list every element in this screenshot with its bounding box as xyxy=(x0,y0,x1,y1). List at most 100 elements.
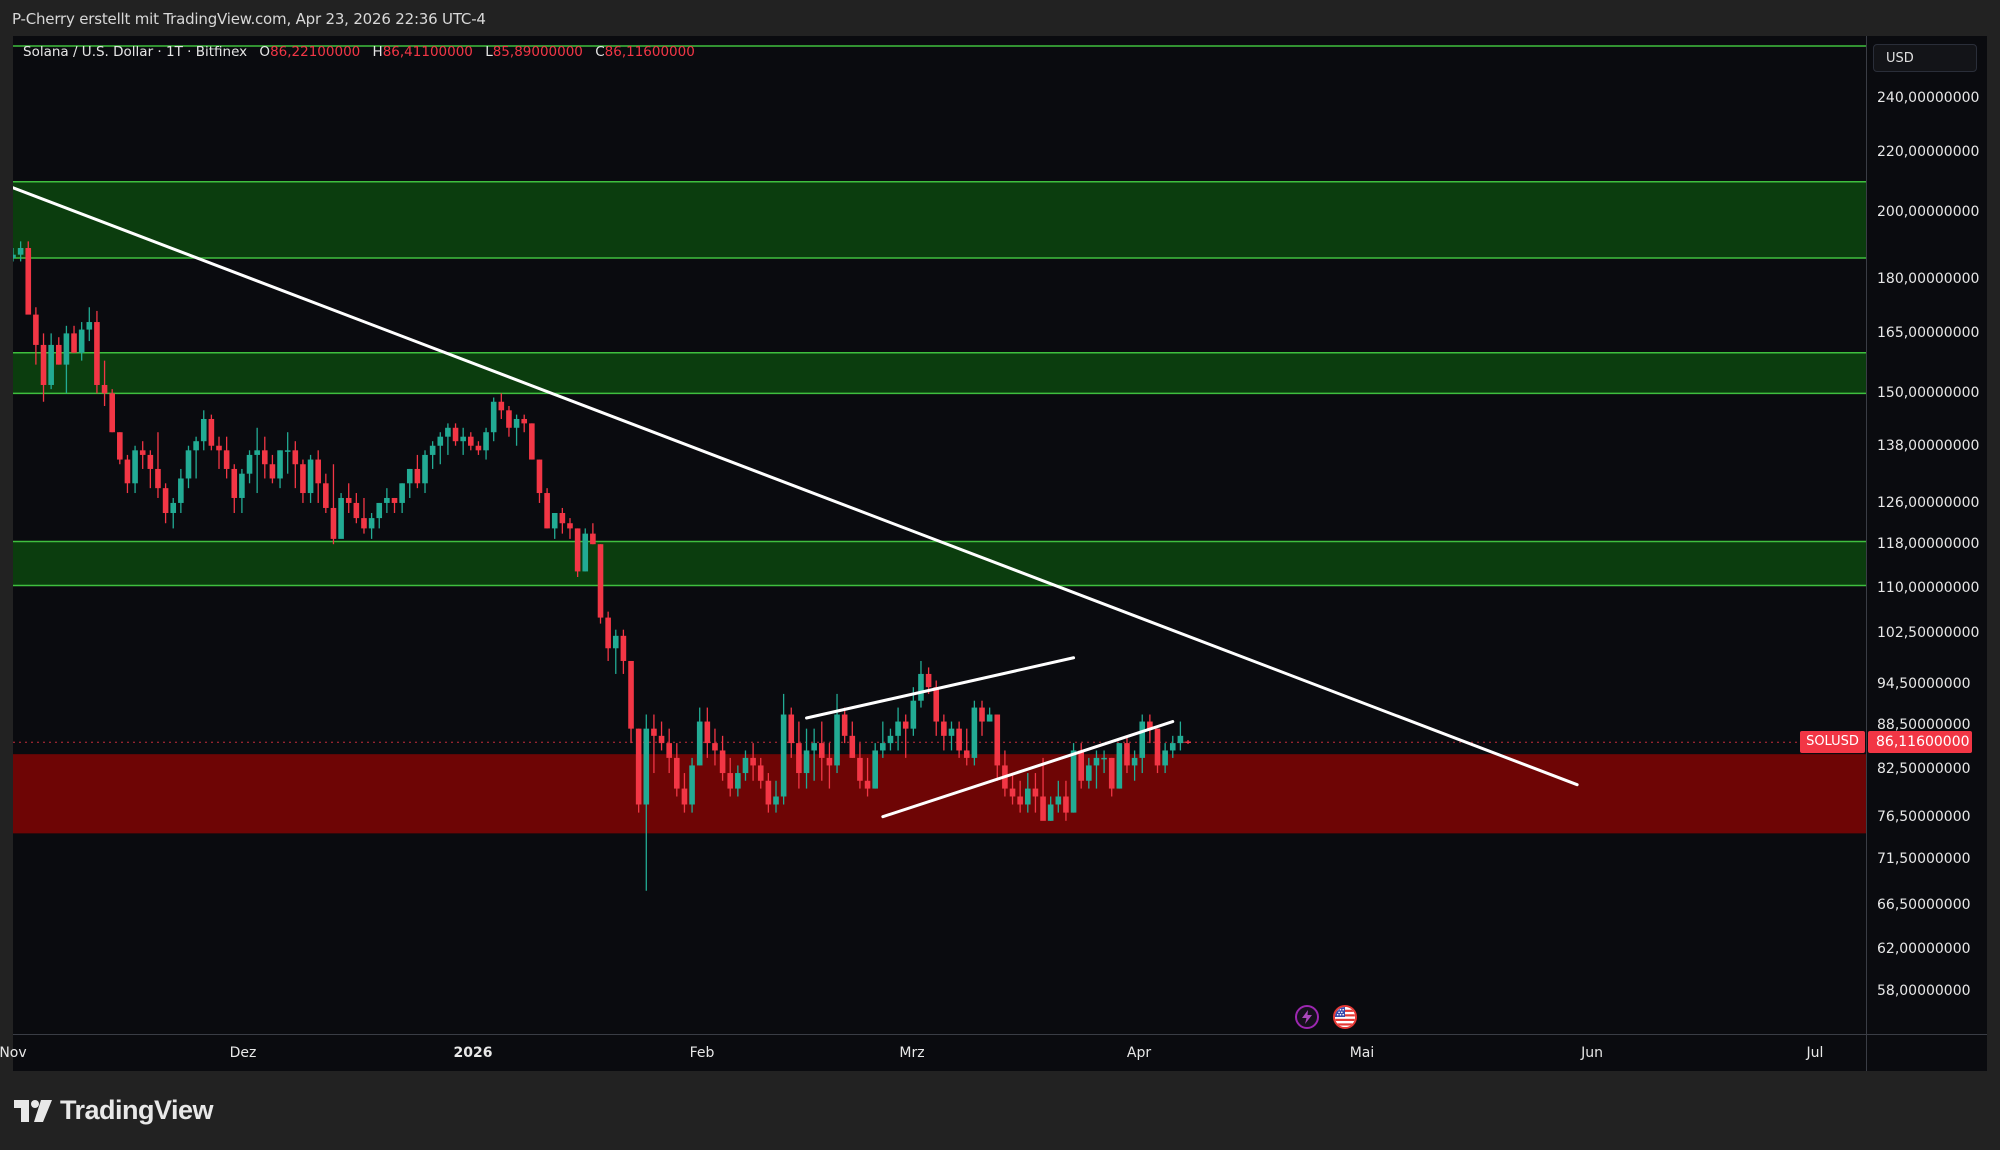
candle-body xyxy=(811,743,817,751)
candle-body xyxy=(269,464,276,479)
candle-body xyxy=(330,507,337,539)
candle-body xyxy=(277,450,283,479)
candle-body xyxy=(246,454,253,474)
time-axis[interactable]: Nov Dez 2026 Feb Mrz Apr Mai Jun Jul xyxy=(0,1034,1866,1071)
channel-lower xyxy=(881,720,1175,819)
plot-area[interactable]: Solana / U.S. Dollar · 1T · Bitfinex O86… xyxy=(13,36,1866,1034)
currency-button[interactable]: USD xyxy=(1873,44,1977,72)
candle-body xyxy=(1032,788,1039,797)
us-flag-event-icon[interactable] xyxy=(1333,1005,1357,1029)
candle-body xyxy=(307,459,314,494)
candle-body xyxy=(933,687,940,722)
candle-body xyxy=(483,432,489,451)
candle-body xyxy=(918,673,924,701)
red-demand-zone xyxy=(13,754,1866,834)
candle-body xyxy=(643,728,650,805)
candle-body xyxy=(925,673,932,688)
high-value: 86,41100000 xyxy=(382,44,473,60)
price-tick: 82,50000000 xyxy=(1877,761,1971,778)
candle-body xyxy=(666,743,672,758)
candle-body xyxy=(452,427,459,442)
candle-body xyxy=(857,757,863,781)
candle-body xyxy=(750,757,756,766)
candle-body xyxy=(880,743,886,751)
candle-body xyxy=(521,418,528,424)
candlestick-chart xyxy=(13,45,1866,891)
candle-body xyxy=(674,757,680,789)
candle-body xyxy=(1017,796,1023,805)
price-tick: 62,00000000 xyxy=(1877,940,1971,957)
candle-body xyxy=(704,721,711,744)
candle-body xyxy=(71,333,77,353)
candle-body xyxy=(1101,757,1107,760)
candle-body xyxy=(696,721,703,766)
symbol-title[interactable]: Solana / U.S. Dollar · 1T · Bitfinex xyxy=(23,44,248,60)
candle-body xyxy=(567,523,573,529)
candle-body xyxy=(597,544,604,618)
channel-upper xyxy=(805,656,1076,720)
descending-trendline xyxy=(13,186,1579,787)
price-tick: 138,00000000 xyxy=(1877,437,1980,454)
candle-body xyxy=(513,418,520,428)
candle-body xyxy=(818,743,825,758)
open-value: 86,22100000 xyxy=(270,44,361,60)
price-axis[interactable]: USD 240,00000000 220,00000000 200,00000000… xyxy=(1866,36,1987,1034)
candle-body xyxy=(574,528,581,572)
candle-body xyxy=(231,468,238,498)
candle-body xyxy=(338,497,344,539)
candle-body xyxy=(147,454,154,469)
candle-body xyxy=(727,773,734,789)
candle-body xyxy=(620,635,627,661)
candle-body xyxy=(948,728,955,736)
candle-body xyxy=(1116,743,1123,789)
open-label: O xyxy=(259,44,271,60)
low-label: L xyxy=(485,44,493,60)
candle-body xyxy=(33,314,39,345)
candle-body xyxy=(139,450,146,455)
high-label: H xyxy=(372,44,383,60)
candle-body xyxy=(162,488,169,514)
green-zone-1 xyxy=(13,352,1866,394)
tradingview-logo[interactable]: TradingView xyxy=(14,1095,214,1126)
candle-body xyxy=(261,450,268,465)
candle-body xyxy=(216,445,222,451)
candle-body xyxy=(155,468,161,489)
symbol-legend: Solana / U.S. Dollar · 1T · Bitfinex O86… xyxy=(23,44,695,60)
logo-text: TradingView xyxy=(60,1095,214,1125)
candle-body xyxy=(208,418,215,446)
candle-body xyxy=(117,432,123,460)
candle-body xyxy=(612,635,619,649)
candle-body xyxy=(445,427,451,437)
price-tick: 58,00000000 xyxy=(1877,982,1971,999)
candle-body xyxy=(895,721,901,736)
candle-body xyxy=(536,459,543,494)
candle-body xyxy=(559,513,566,524)
candle-body xyxy=(292,450,299,465)
candle-body xyxy=(78,329,85,353)
price-tick: 102,50000000 xyxy=(1877,624,1980,641)
close-label: C xyxy=(595,44,605,60)
candle-body xyxy=(582,533,589,572)
candle-body xyxy=(323,483,329,508)
candle-body xyxy=(25,247,32,315)
candle-body xyxy=(971,707,978,758)
candle-body xyxy=(719,750,726,774)
candle-body xyxy=(1169,743,1176,751)
candle-body xyxy=(1124,743,1130,766)
candle-body xyxy=(498,401,505,411)
candle-body xyxy=(1147,721,1153,729)
candle-body xyxy=(1093,757,1100,766)
candle-body xyxy=(429,445,436,455)
candle-body xyxy=(368,518,375,529)
candle-body xyxy=(1131,757,1138,766)
candle-body xyxy=(490,401,497,433)
candle-body xyxy=(384,497,390,503)
candle-body xyxy=(712,743,718,751)
candle-body xyxy=(963,750,970,758)
candle-body xyxy=(1177,735,1184,744)
candle-body xyxy=(1055,796,1062,805)
price-tick: 240,00000000 xyxy=(1877,89,1980,106)
price-tick: 88,50000000 xyxy=(1877,717,1971,734)
lightning-event-icon[interactable] xyxy=(1295,1005,1319,1029)
candle-body xyxy=(994,714,1001,766)
